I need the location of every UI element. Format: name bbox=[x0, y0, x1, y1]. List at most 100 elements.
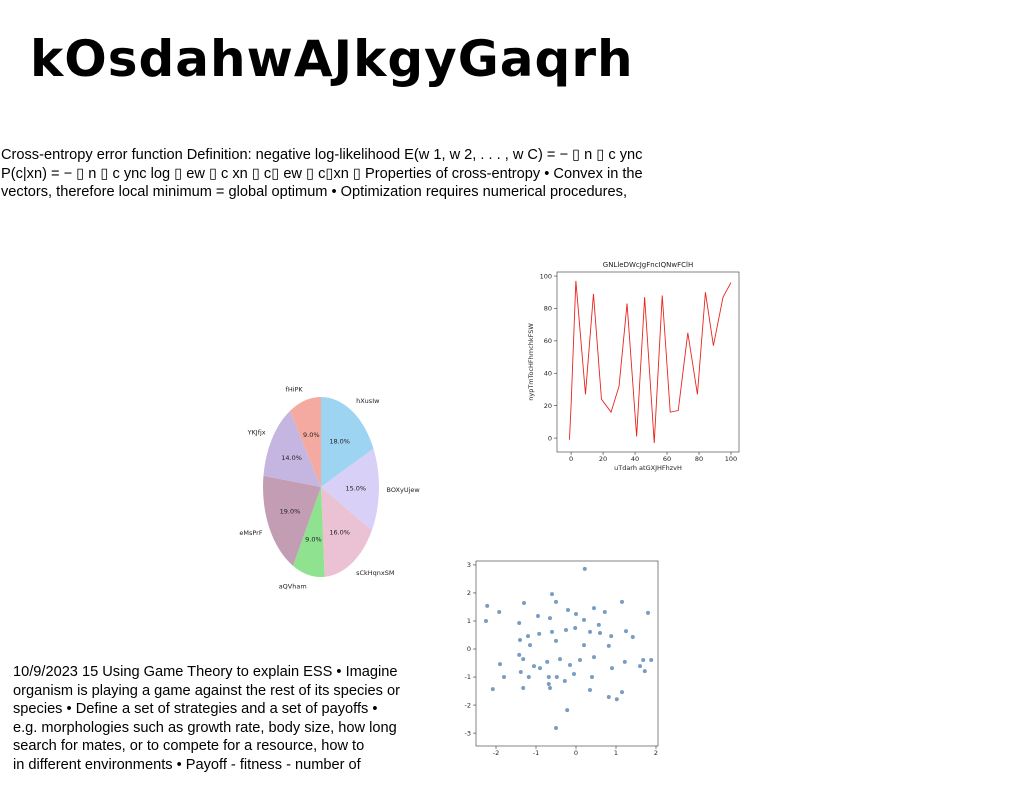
scatter-point bbox=[590, 675, 594, 680]
pie-slice bbox=[293, 487, 325, 578]
scatter-point bbox=[550, 592, 554, 597]
text-block: 10/9/2023 15 Using Game Theory to explai… bbox=[13, 663, 400, 775]
pie-value-label: 14.0% bbox=[281, 454, 302, 462]
chart-title: GNLleDWcJgFncIQNwFClH bbox=[603, 261, 693, 269]
y-tick-label: -2 bbox=[465, 701, 471, 709]
y-tick-label: -3 bbox=[465, 729, 471, 737]
pie-value-label: 9.0% bbox=[305, 536, 322, 544]
scatter-point bbox=[517, 620, 522, 625]
scatter-point bbox=[609, 634, 614, 639]
pie-slice bbox=[321, 487, 372, 577]
pie-label: fHiPK bbox=[286, 385, 304, 393]
pie-label: aQVham bbox=[279, 582, 307, 590]
scatter-point bbox=[562, 678, 567, 683]
scatter-point bbox=[622, 659, 627, 664]
scatter-point bbox=[582, 566, 587, 571]
x-axis-label: uTdarh atGXJHFhzvH bbox=[614, 464, 682, 472]
scatter-point bbox=[517, 652, 522, 657]
scatter-point bbox=[606, 643, 611, 648]
x-tick-label: 2 bbox=[654, 749, 658, 757]
scatter-point bbox=[548, 685, 552, 690]
pie-value-label: 16.0% bbox=[329, 529, 350, 537]
scatter-point bbox=[545, 659, 550, 664]
scatter-point bbox=[610, 666, 614, 671]
text-line: organism is playing a game against the r… bbox=[13, 682, 400, 699]
scatter-point bbox=[554, 675, 559, 680]
pie-slice bbox=[289, 397, 321, 487]
scatter-point bbox=[526, 634, 530, 639]
text-line: e.g. morphologies such as growth rate, b… bbox=[13, 719, 397, 736]
scatter-point bbox=[522, 601, 526, 606]
pie-slice bbox=[321, 448, 379, 531]
scatter-point bbox=[554, 638, 558, 643]
scatter-point bbox=[598, 631, 602, 636]
scatter-point bbox=[596, 622, 601, 627]
text-line: P(c|xn) = − ▯ n ▯ c ync log ▯ ew ▯ c xn … bbox=[1, 165, 643, 182]
scatter-point bbox=[630, 634, 635, 639]
y-tick-label: 0 bbox=[467, 645, 471, 653]
scatter-point bbox=[558, 657, 562, 662]
scatter-point bbox=[602, 610, 607, 615]
scatter-point bbox=[588, 687, 592, 692]
pie-slice bbox=[263, 411, 321, 487]
text-line: vectors, therefore local minimum = globa… bbox=[1, 184, 628, 200]
pie-label: eMsPrF bbox=[239, 529, 262, 537]
pie-value-label: 15.0% bbox=[345, 485, 366, 493]
y-tick-label: 80 bbox=[544, 305, 552, 313]
scatter-point bbox=[498, 662, 502, 667]
text-line: search for mates, or to compete for a re… bbox=[13, 738, 365, 755]
x-tick-label: 80 bbox=[695, 455, 703, 463]
scatter-point bbox=[568, 662, 572, 667]
x-tick-label: 40 bbox=[631, 455, 639, 463]
scatter-point bbox=[588, 629, 592, 634]
scatter-point bbox=[573, 625, 578, 630]
y-tick-label: 100 bbox=[540, 272, 552, 280]
pie-label: BOXyUjew bbox=[387, 486, 421, 494]
y-tick-label: 3 bbox=[467, 561, 471, 569]
y-tick-label: -1 bbox=[465, 673, 471, 681]
y-tick-label: 60 bbox=[544, 337, 552, 345]
scatter-point bbox=[526, 675, 531, 680]
slide-title: kOsdahwAJkgyGaqrh bbox=[30, 30, 634, 88]
y-axis-label: nypTmTocHFhmchkFSW bbox=[527, 323, 535, 401]
scatter-point bbox=[614, 697, 619, 702]
scatter-point bbox=[582, 617, 586, 622]
scatter-point bbox=[582, 643, 586, 648]
plot-frame bbox=[556, 271, 740, 453]
scatter-point bbox=[546, 682, 551, 687]
y-tick-label: 2 bbox=[467, 589, 471, 597]
pie-label: YKJfjx bbox=[247, 429, 266, 437]
scatter-point bbox=[646, 610, 650, 615]
scatter-point bbox=[624, 629, 628, 634]
scatter-point bbox=[532, 664, 536, 669]
scatter-point bbox=[518, 670, 523, 674]
x-tick-label: 100 bbox=[725, 455, 737, 463]
x-tick-label: 0 bbox=[569, 455, 573, 463]
text-line: species • Define a set of strategies and… bbox=[13, 701, 378, 718]
pie-value-label: 19.0% bbox=[280, 508, 301, 516]
scatter-point bbox=[484, 618, 488, 623]
line-series bbox=[569, 280, 732, 443]
y-tick-label: 20 bbox=[544, 402, 552, 410]
pie-slice bbox=[321, 397, 374, 487]
scatter-point bbox=[548, 616, 552, 621]
scatter-point bbox=[528, 643, 532, 648]
text-block: Cross-entropy error function Definition:… bbox=[1, 146, 643, 202]
scatter-point bbox=[620, 599, 624, 604]
scatter-point bbox=[592, 606, 596, 611]
scatter-point bbox=[536, 613, 540, 618]
x-tick-label: 20 bbox=[599, 455, 607, 463]
scatter-point bbox=[521, 685, 526, 690]
y-tick-label: 1 bbox=[467, 617, 471, 625]
scatter-point bbox=[592, 655, 596, 660]
text-line: Cross-entropy error function Definition:… bbox=[1, 147, 643, 163]
scatter-point bbox=[606, 694, 611, 699]
scatter-point bbox=[641, 657, 646, 662]
scatter-point bbox=[518, 638, 522, 643]
text-line: 10/9/2023 15 Using Game Theory to explai… bbox=[13, 664, 398, 680]
scatter-point bbox=[564, 627, 568, 632]
scatter-point bbox=[574, 611, 578, 616]
scatter-point bbox=[521, 657, 526, 662]
scatter-point bbox=[550, 629, 554, 634]
